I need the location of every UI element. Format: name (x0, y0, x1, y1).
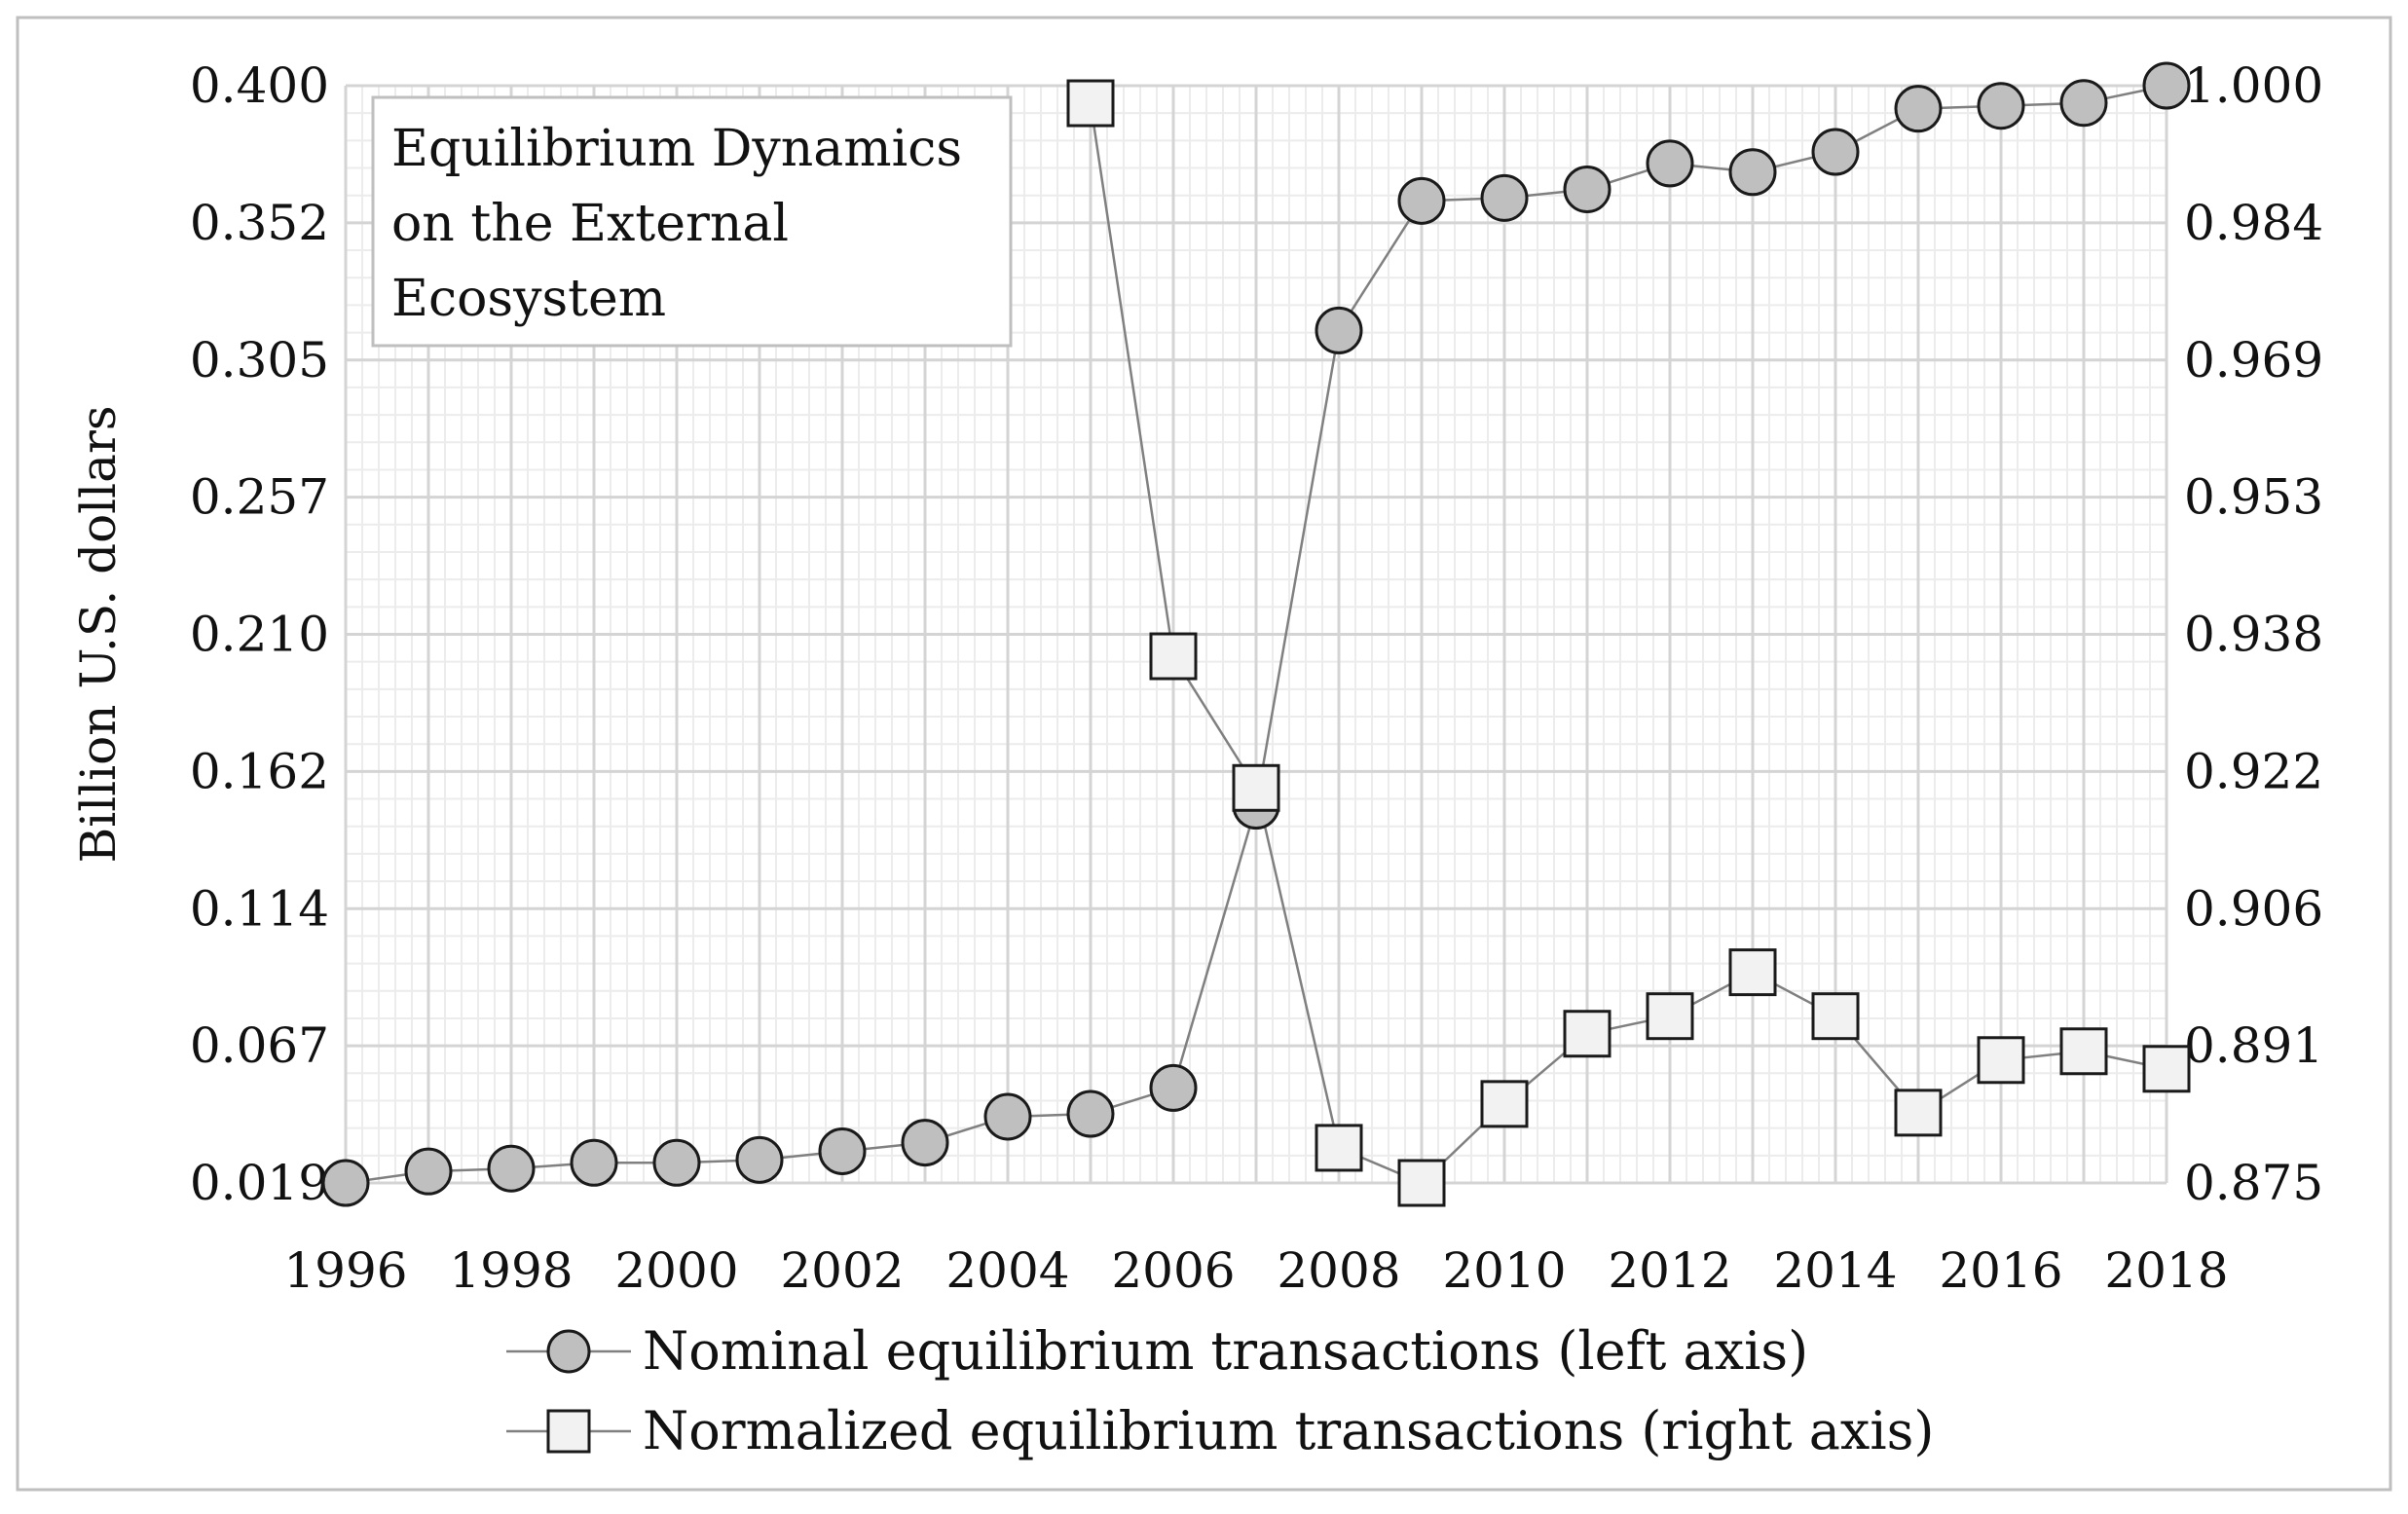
legend-label: Nominal equilibrium transactions (left a… (643, 1320, 1808, 1382)
data-point-normalized (1480, 1080, 1529, 1128)
legend: Nominal equilibrium transactions (left a… (506, 1320, 1934, 1461)
data-point-normalized (1563, 1010, 1612, 1058)
chart-title-box: Equilibrium Dynamics on the External Ecosy… (371, 95, 1013, 348)
data-point-nominal (1315, 306, 1363, 354)
data-point-nominal (983, 1092, 1032, 1141)
axes: 0.019 0.067 0.114 0.162 0.210 0.257 0.305 0.352… (70, 57, 2323, 1299)
y-left-tick-label: 0.305 (190, 332, 329, 388)
data-point-normalized (1066, 79, 1115, 128)
chart-title-line: on the External (391, 195, 789, 253)
data-point-nominal (1397, 176, 1446, 225)
data-point-nominal (1811, 128, 1860, 176)
x-tick-label: 2006 (1111, 1242, 1235, 1299)
y-left-tick-label: 0.019 (190, 1155, 329, 1211)
series-layer (321, 61, 2191, 1207)
data-point-nominal (1646, 139, 1694, 188)
x-tick-label: 2004 (945, 1242, 1069, 1299)
y-left-tick-label: 0.210 (190, 607, 329, 663)
data-point-normalized (1397, 1159, 1446, 1207)
y-right-tick-label: 0.938 (2184, 607, 2323, 663)
data-point-nominal (2142, 61, 2191, 110)
data-point-normalized (1232, 763, 1280, 812)
x-tick-label: 1998 (449, 1242, 573, 1299)
data-point-nominal (2059, 79, 2108, 128)
data-point-nominal (818, 1126, 867, 1175)
data-point-nominal (404, 1147, 453, 1196)
x-tick-label: 2014 (1773, 1242, 1897, 1299)
chart-title-line: Equilibrium Dynamics (391, 120, 962, 178)
x-tick-label: 2018 (2104, 1242, 2228, 1299)
data-point-normalized (1811, 992, 1860, 1041)
y-right-tick-label: 0.906 (2184, 880, 2323, 937)
data-point-nominal (1480, 173, 1529, 222)
y-right-tick-label: 0.969 (2184, 332, 2323, 388)
data-point-nominal (1066, 1089, 1115, 1138)
data-point-normalized (1646, 992, 1694, 1041)
x-tick-label: 2002 (780, 1242, 904, 1299)
y-left-tick-label: 0.257 (190, 469, 329, 526)
x-tick-label: 1996 (283, 1242, 407, 1299)
x-tick-label: 2016 (1939, 1242, 2062, 1299)
y-right-tick-label: 0.922 (2184, 743, 2323, 799)
data-point-normalized (2059, 1027, 2108, 1076)
y-right-tick-label: 0.875 (2184, 1155, 2323, 1211)
y-left-tick-label: 0.162 (190, 743, 329, 799)
y-left-tick-label: 0.114 (190, 880, 329, 937)
y-left-tick-label: 0.067 (190, 1017, 329, 1074)
chart-title-line: Ecosystem (391, 270, 666, 328)
data-point-normalized (1728, 948, 1777, 997)
legend-marker-square (546, 1409, 591, 1454)
data-point-nominal (321, 1159, 370, 1207)
y-right-tick-label: 0.953 (2184, 469, 2323, 526)
data-point-nominal (735, 1135, 784, 1184)
x-tick-label: 2012 (1608, 1242, 1731, 1299)
legend-label: Normalized equilibrium transactions (rig… (643, 1400, 1934, 1461)
x-tick-label: 2000 (614, 1242, 738, 1299)
data-point-nominal (1563, 165, 1612, 213)
y-right-tick-label: 0.891 (2184, 1017, 2323, 1074)
data-point-normalized (1315, 1124, 1363, 1172)
x-tick-label: 2008 (1277, 1242, 1400, 1299)
data-point-nominal (652, 1138, 701, 1187)
y-left-tick-label: 0.352 (190, 195, 329, 251)
data-point-nominal (487, 1144, 536, 1193)
legend-marker-circle (546, 1329, 591, 1374)
y-right-tick-label: 1.000 (2184, 57, 2323, 114)
data-point-nominal (1728, 148, 1777, 197)
data-point-normalized (1894, 1089, 1943, 1137)
y-axis-label: Billion U.S. dollars (70, 405, 127, 863)
data-point-normalized (2142, 1045, 2191, 1093)
y-left-tick-label: 0.400 (190, 57, 329, 114)
data-point-nominal (1149, 1063, 1198, 1112)
data-point-normalized (1977, 1036, 2025, 1085)
data-point-nominal (1977, 82, 2025, 130)
data-point-nominal (570, 1138, 618, 1187)
y-right-tick-label: 0.984 (2184, 195, 2323, 251)
x-tick-label: 2010 (1442, 1242, 1566, 1299)
data-point-nominal (901, 1119, 949, 1167)
title-box (371, 95, 1013, 348)
data-point-nominal (1894, 85, 1943, 133)
data-point-normalized (1149, 632, 1198, 681)
